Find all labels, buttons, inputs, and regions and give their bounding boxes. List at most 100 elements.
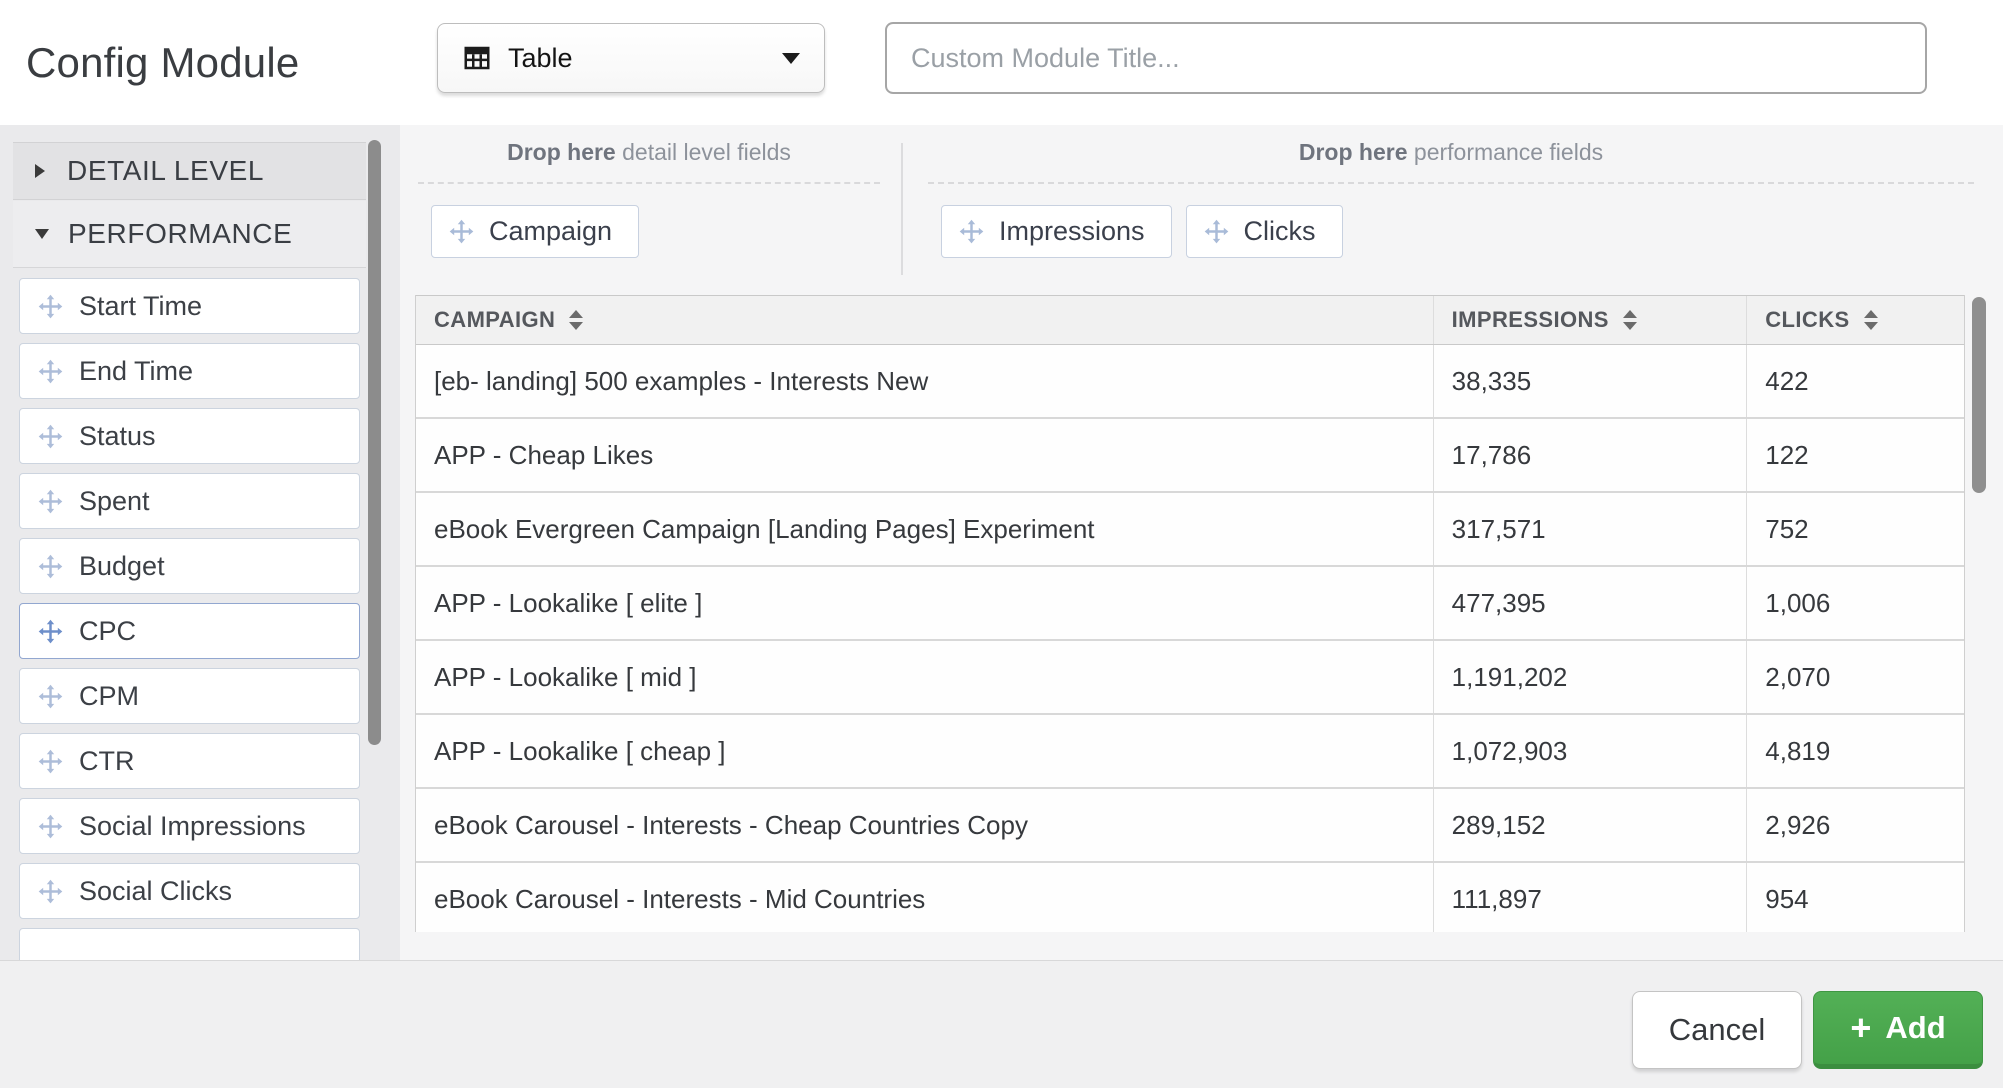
- preview-table: CAMPAIGN IMPRESSIONS CLICKS [eb- landing…: [415, 295, 1965, 932]
- sidebar-field-partial[interactable]: [19, 928, 360, 960]
- dialog-footer: Cancel + Add: [0, 960, 2003, 1088]
- column-label: CAMPAIGN: [434, 307, 556, 332]
- custom-module-title-input[interactable]: [885, 22, 1927, 94]
- move-icon: [448, 218, 475, 245]
- table-row: [eb- landing] 500 examples - Interests N…: [416, 345, 1964, 419]
- cell-clicks: 122: [1746, 419, 1964, 491]
- cell-impressions: 1,191,202: [1432, 641, 1747, 713]
- move-icon: [37, 423, 64, 450]
- sidebar-field-end-time[interactable]: End Time: [19, 343, 360, 399]
- cell-clicks: 422: [1746, 345, 1964, 417]
- table-grid-icon: [462, 43, 492, 73]
- module-type-label: Table: [508, 42, 573, 73]
- move-icon: [37, 618, 64, 645]
- module-type-dropdown[interactable]: Table: [437, 23, 825, 93]
- sidebar-field-budget[interactable]: Budget: [19, 538, 360, 594]
- cell-campaign: APP - Lookalike [ cheap ]: [434, 735, 726, 766]
- move-icon: [37, 553, 64, 580]
- add-button-label: Add: [1885, 1010, 1946, 1045]
- cell-clicks: 1,006: [1746, 567, 1964, 639]
- add-button[interactable]: + Add: [1813, 991, 1983, 1069]
- cell-impressions: 477,395: [1432, 567, 1747, 639]
- hint-bold: Drop here: [1298, 139, 1408, 165]
- column-header-campaign[interactable]: CAMPAIGN: [416, 296, 1433, 344]
- sidebar-field-start-time[interactable]: Start Time: [19, 278, 360, 334]
- hint-rest: detail level fields: [615, 139, 791, 165]
- field-label: Status: [79, 420, 156, 451]
- cell-impressions: 317,571: [1432, 493, 1747, 565]
- cancel-button-label: Cancel: [1668, 1012, 1766, 1047]
- performance-chip-row: Impressions Clicks: [928, 205, 1974, 258]
- move-icon: [37, 293, 64, 320]
- cell-campaign: APP - Lookalike [ mid ]: [434, 661, 697, 692]
- field-label: Spent: [79, 485, 150, 516]
- cancel-button[interactable]: Cancel: [1632, 991, 1802, 1069]
- column-label: CLICKS: [1765, 307, 1850, 332]
- table-row: APP - Lookalike [ mid ] 1,191,202 2,070: [416, 641, 1964, 715]
- chip-clicks[interactable]: Clicks: [1185, 205, 1343, 258]
- table-row: APP - Lookalike [ elite ] 477,395 1,006: [416, 567, 1964, 641]
- section-detail-level-label: DETAIL LEVEL: [67, 155, 265, 186]
- sidebar-field-spent[interactable]: Spent: [19, 473, 360, 529]
- field-label: Budget: [79, 550, 165, 581]
- chip-label: Impressions: [999, 216, 1145, 246]
- field-label: CPC: [79, 615, 137, 646]
- cell-campaign: eBook Evergreen Campaign [Landing Pages]…: [434, 513, 1095, 544]
- section-detail-level[interactable]: DETAIL LEVEL: [13, 142, 366, 200]
- cell-campaign: APP - Lookalike [ elite ]: [434, 587, 703, 618]
- move-icon: [1203, 218, 1230, 245]
- cell-clicks: 4,819: [1746, 715, 1964, 787]
- cell-clicks: 954: [1746, 863, 1964, 932]
- column-label: IMPRESSIONS: [1451, 307, 1609, 332]
- dropzone-divider: [901, 143, 903, 275]
- move-icon: [958, 218, 985, 245]
- dialog-header: Config Module Table: [0, 0, 2003, 125]
- detail-level-dropzone[interactable]: Drop here detail level fields Campaign: [418, 139, 880, 258]
- cell-impressions: 17,786: [1432, 419, 1747, 491]
- table-row: eBook Carousel - Interests - Cheap Count…: [416, 789, 1964, 863]
- page-title: Config Module: [26, 38, 300, 86]
- detail-dropzone-hint: Drop here detail level fields: [418, 139, 880, 184]
- column-header-impressions[interactable]: IMPRESSIONS: [1432, 296, 1747, 344]
- cell-campaign: eBook Carousel - Interests - Cheap Count…: [434, 809, 1028, 840]
- sidebar-field-cpm[interactable]: CPM: [19, 668, 360, 724]
- cell-clicks: 752: [1746, 493, 1964, 565]
- sort-icon[interactable]: [569, 310, 584, 330]
- sidebar-field-social-clicks[interactable]: Social Clicks: [19, 863, 360, 919]
- chip-impressions[interactable]: Impressions: [941, 205, 1172, 258]
- sidebar-scrollbar[interactable]: [368, 140, 381, 745]
- sort-icon[interactable]: [1863, 310, 1878, 330]
- cell-impressions: 38,335: [1432, 345, 1747, 417]
- performance-dropzone[interactable]: Drop here performance fields Impressions…: [928, 139, 1974, 258]
- cell-impressions: 111,897: [1432, 863, 1747, 932]
- chip-campaign[interactable]: Campaign: [431, 205, 640, 258]
- cell-campaign: eBook Carousel - Interests - Mid Countri…: [434, 883, 926, 914]
- sidebar-field-ctr[interactable]: CTR: [19, 733, 360, 789]
- cell-impressions: 1,072,903: [1432, 715, 1747, 787]
- section-performance-label: PERFORMANCE: [68, 218, 293, 249]
- table-scrollbar[interactable]: [1972, 297, 1986, 493]
- field-label: Social Impressions: [79, 810, 306, 841]
- section-performance[interactable]: PERFORMANCE: [13, 201, 366, 268]
- move-icon: [37, 683, 64, 710]
- move-icon: [37, 813, 64, 840]
- module-config-main: Drop here detail level fields Campaign D…: [400, 125, 2003, 960]
- sort-icon[interactable]: [1622, 310, 1637, 330]
- table-row: APP - Cheap Likes 17,786 122: [416, 419, 1964, 493]
- hint-bold: Drop here: [507, 139, 616, 165]
- chip-label: Campaign: [489, 216, 613, 246]
- fields-sidebar: DETAIL LEVEL PERFORMANCE Start Time End …: [0, 125, 400, 960]
- hint-rest: performance fields: [1407, 139, 1604, 165]
- column-header-clicks[interactable]: CLICKS: [1746, 296, 1964, 344]
- field-label: Start Time: [79, 290, 203, 321]
- sidebar-field-cpc[interactable]: CPC: [19, 603, 360, 659]
- table-row: eBook Evergreen Campaign [Landing Pages]…: [416, 493, 1964, 567]
- sidebar-field-social-impressions[interactable]: Social Impressions: [19, 798, 360, 854]
- field-label: CPM: [79, 680, 139, 711]
- table-row: eBook Carousel - Interests - Mid Countri…: [416, 863, 1964, 932]
- move-icon: [37, 358, 64, 385]
- chevron-right-icon: [35, 164, 45, 178]
- cell-campaign: APP - Cheap Likes: [434, 439, 654, 470]
- sidebar-field-status[interactable]: Status: [19, 408, 360, 464]
- move-icon: [37, 878, 64, 905]
